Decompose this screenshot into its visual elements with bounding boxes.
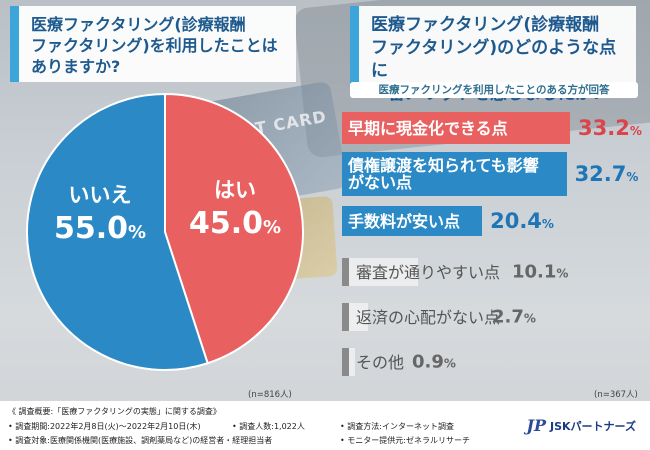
pie-slice-label: はい (214, 178, 256, 202)
bar-label: 手数料が安い点 (348, 211, 461, 231)
survey-footer: 《 調査概要:「医療ファクタリングの実態」に関する調査》 • 調査期間:2022… (0, 401, 650, 450)
survey-method: • 調査方法:インターネット調査 (340, 422, 454, 431)
bar-value: 33.2% (578, 116, 642, 140)
bar-fill (342, 348, 356, 376)
pie-slice-label: いいえ (69, 183, 132, 207)
question-2-line-2: ファクタリング)のどのような点に (371, 38, 617, 81)
pie-slice-no (26, 92, 209, 371)
question-1-line-3: ありますか? (31, 57, 121, 76)
pie-slice-yes (164, 92, 304, 365)
bar-fill (342, 206, 483, 236)
bar-fill (342, 303, 368, 331)
bar-fill (342, 152, 567, 196)
logo-text: JSKパートナーズ (550, 419, 636, 433)
bar-row: その他 0.9% (342, 348, 642, 376)
pie-sample-size: (n=816人) (248, 390, 292, 400)
survey-period: • 調査期間:2022年2月8日(火)〜2022年2月10日(木) (8, 422, 201, 431)
question-2-line-1: 医療ファクタリング(診療報酬 (371, 15, 600, 35)
bar-row: 早期に現金化できる点 33.2% (342, 112, 642, 144)
bar-value: 20.4% (490, 209, 554, 233)
survey-count: • 調査人数:1,022人 (232, 422, 305, 431)
survey-target: • 調査対象:医療関係機関(医療施設、調剤薬局など)の経営者・経理担当者 (8, 436, 273, 445)
bar-value: 2.7% (492, 306, 536, 328)
bar-row: 返済の心配がない点 2.7% (342, 303, 642, 331)
bar-label: 債権譲渡を知られても影響がない点 (348, 156, 539, 192)
bar-row: 債権譲渡を知られても影響がない点 32.7% (342, 152, 642, 196)
respondent-note: 医療ファクリングを利用したことのある方が回答 (350, 82, 638, 98)
bar-sample-size: (n=367人) (594, 390, 638, 400)
logo-mark-icon: JP (526, 416, 546, 435)
bar-value: 10.1% (512, 261, 569, 283)
bar-value: 0.9% (412, 351, 456, 373)
question-1-box: 医療ファクタリング(診療報酬 ファクタリング)を利用したことは ありますか? (10, 6, 296, 82)
question-1-line-1: 医療ファクタリング(診療報酬 (31, 15, 246, 34)
company-logo: JP JSKパートナーズ (526, 416, 636, 435)
bar-label: 返済の心配がない点 (356, 307, 501, 327)
survey-title: 《 調査概要:「医療ファクタリングの実態」に関する調査》 (8, 407, 221, 416)
bar-fill (342, 258, 419, 286)
bar-value: 32.7% (574, 162, 639, 186)
bar-label: 早期に現金化できる点 (348, 118, 508, 138)
bar-fill (342, 112, 570, 144)
bar-row: 審査が通りやすい点 10.1% (342, 258, 642, 286)
bar-label: 審査が通りやすい点 (356, 262, 501, 282)
bar-row: 手数料が安い点 20.4% (342, 206, 642, 236)
question-1-line-2: ファクタリング)を利用したことは (31, 36, 278, 55)
survey-provider: • モニター提供元:ゼネラルリサーチ (340, 436, 470, 445)
bar-label: その他 (356, 352, 405, 372)
